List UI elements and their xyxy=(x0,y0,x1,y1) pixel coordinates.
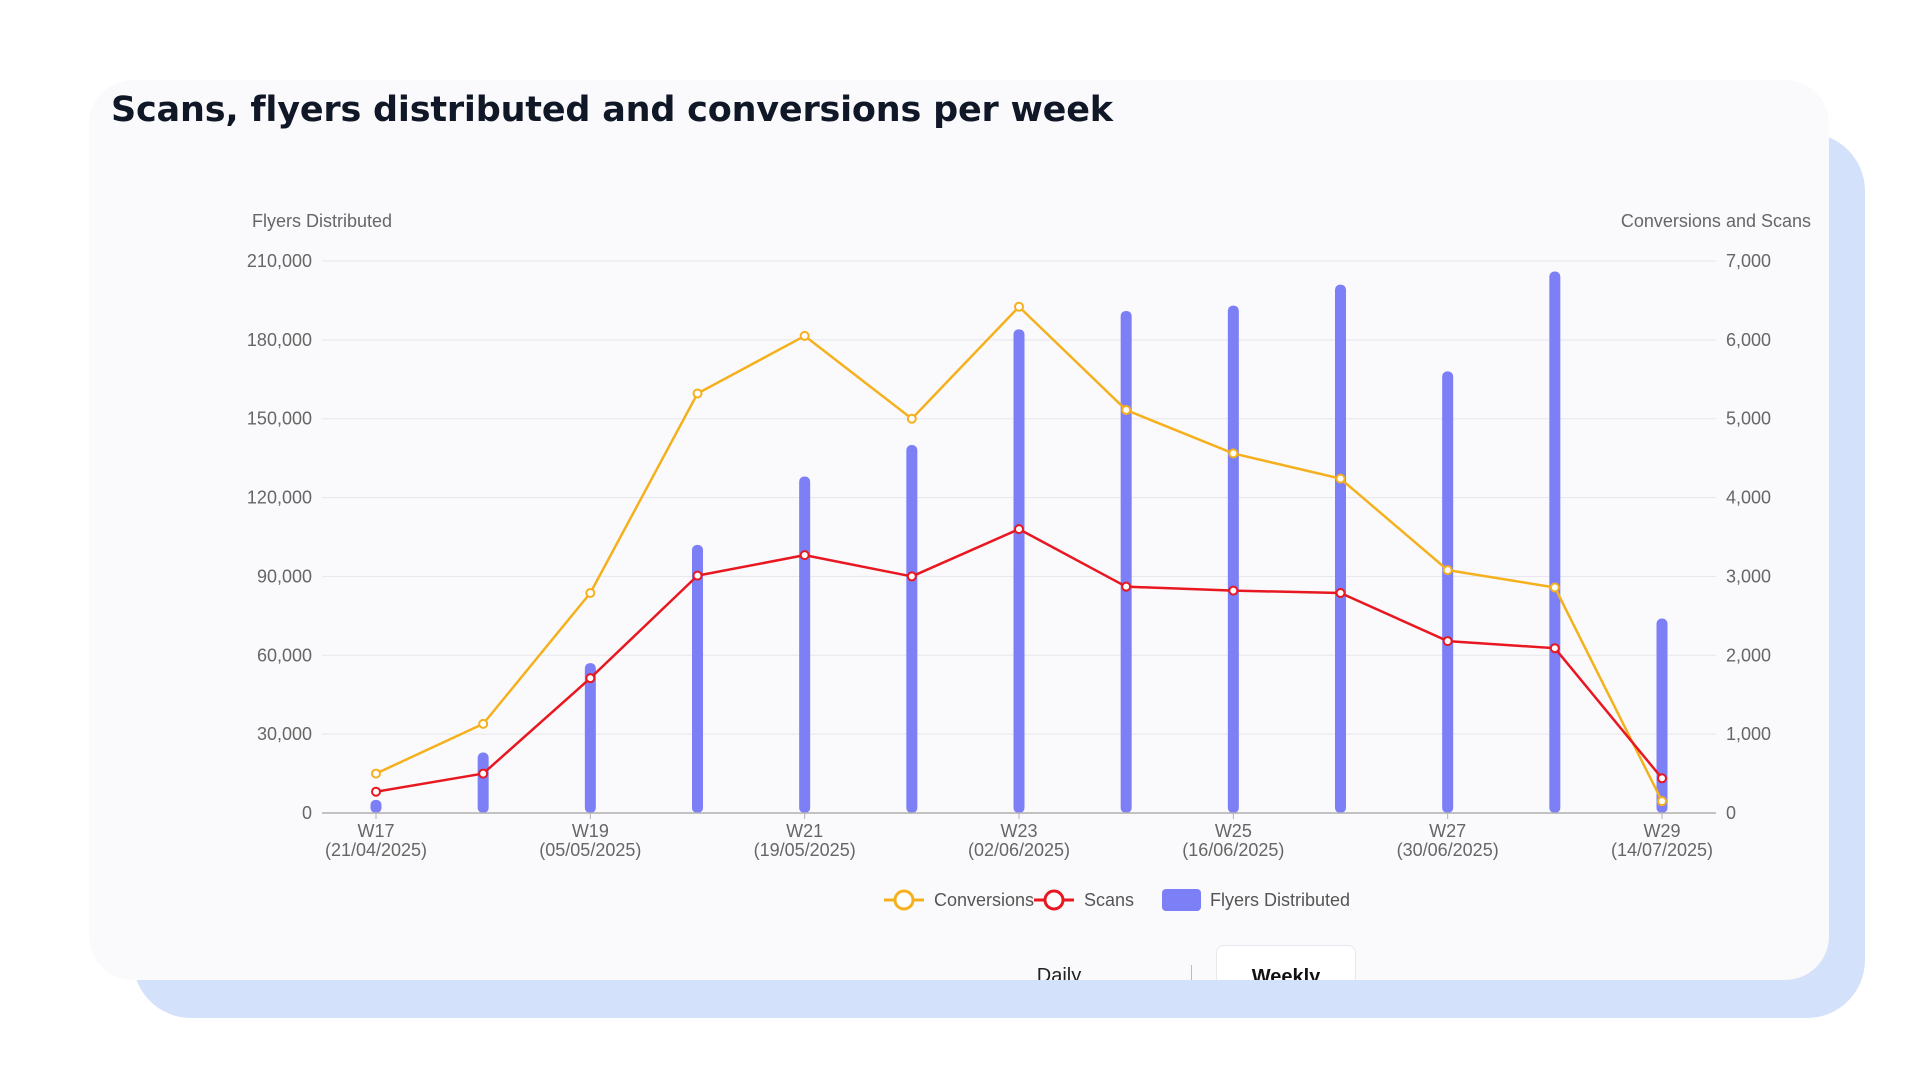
flyers-bar xyxy=(692,544,703,813)
conversions-point xyxy=(906,413,917,424)
x-tick-week: W21 xyxy=(786,821,823,841)
scans-point xyxy=(371,786,381,797)
x-tick-week: W27 xyxy=(1429,821,1466,841)
chart-card: Scans, flyers distributed and conversion… xyxy=(89,80,1829,980)
scans-point xyxy=(799,550,810,561)
scans-point xyxy=(692,570,703,581)
legend-swatch-marker xyxy=(893,889,915,911)
x-tick-date: (19/05/2025) xyxy=(754,840,856,860)
left-tick-label: 180,000 xyxy=(247,330,312,350)
scans-point xyxy=(585,673,596,684)
conversions-point xyxy=(585,587,596,598)
scans-point xyxy=(478,768,489,779)
left-tick-label: 60,000 xyxy=(257,645,312,665)
left-axis-title: Flyers Distributed xyxy=(252,211,392,231)
scans-point xyxy=(1335,587,1346,598)
legend-item-conversions: Conversions xyxy=(884,889,1034,911)
x-tick-date: (02/06/2025) xyxy=(968,840,1070,860)
flyers-bar xyxy=(477,752,489,813)
conversions-point xyxy=(1014,301,1024,312)
legend-swatch-marker xyxy=(1043,889,1065,911)
x-tick-date: (14/07/2025) xyxy=(1611,840,1713,860)
flyers-bar xyxy=(1227,305,1239,813)
scans-point xyxy=(906,571,917,582)
scans-point xyxy=(1549,643,1560,654)
right-tick-label: 2,000 xyxy=(1726,645,1771,665)
right-tick-label: 0 xyxy=(1726,803,1736,823)
left-tick-label: 0 xyxy=(302,803,312,823)
x-tick-week: W19 xyxy=(572,821,609,841)
legend: Conversions Scans Flyers Distributed xyxy=(884,889,1350,911)
flyers-bar xyxy=(906,445,918,813)
legend-label: Scans xyxy=(1084,890,1134,910)
tab-weekly[interactable]: Weekly xyxy=(1216,945,1356,980)
conversions-point xyxy=(1549,582,1560,593)
x-tick-week: W29 xyxy=(1643,821,1680,841)
x-tick-date: (30/06/2025) xyxy=(1397,840,1499,860)
scans-point xyxy=(1442,636,1453,647)
right-tick-label: 4,000 xyxy=(1726,488,1771,508)
x-tick-date: (16/06/2025) xyxy=(1182,840,1284,860)
conversions-point xyxy=(371,768,381,779)
tab-divider xyxy=(1191,965,1192,980)
conversions-point xyxy=(1442,565,1453,576)
right-tick-label: 5,000 xyxy=(1726,409,1771,429)
x-tick-date: (21/04/2025) xyxy=(325,840,427,860)
legend-item-flyers-distributed: Flyers Distributed xyxy=(1162,889,1350,911)
scans-point xyxy=(1121,581,1132,592)
left-tick-label: 150,000 xyxy=(247,409,312,429)
flyers-bar xyxy=(799,476,811,813)
x-tick-week: W25 xyxy=(1215,821,1252,841)
left-tick-label: 210,000 xyxy=(247,251,312,271)
series-lines xyxy=(371,301,1667,807)
flyers-bar xyxy=(1120,310,1132,813)
right-tick-label: 7,000 xyxy=(1726,251,1771,271)
legend-item-scans: Scans xyxy=(1034,889,1134,911)
legend-swatch-bar xyxy=(1162,889,1201,911)
left-tick-label: 90,000 xyxy=(257,566,312,586)
flyers-bar xyxy=(584,663,596,813)
flyers-bar xyxy=(1335,284,1346,813)
x-tick-date: (05/05/2025) xyxy=(539,840,641,860)
conversions-point xyxy=(1335,473,1346,484)
conversions-point xyxy=(799,330,810,341)
scans-point xyxy=(1014,524,1024,535)
legend-label: Flyers Distributed xyxy=(1210,890,1350,910)
combo-chart: 0 0 30,000 1,000 60,000 2,000 90,000 3,000 120,0… xyxy=(247,211,1811,911)
flyers-bar xyxy=(1013,329,1025,813)
conversions-point xyxy=(692,388,703,399)
granularity-tabs: Daily Weekly xyxy=(989,945,1369,980)
conversions-point xyxy=(478,718,489,729)
flyers-bars xyxy=(370,271,1668,813)
scans-point xyxy=(1228,585,1239,596)
left-tick-label: 30,000 xyxy=(257,724,312,744)
tab-daily[interactable]: Daily xyxy=(1036,965,1082,980)
scans-point xyxy=(1657,773,1667,784)
x-tick-week: W17 xyxy=(357,821,394,841)
conversions-point xyxy=(1228,448,1239,459)
flyers-bar xyxy=(1442,371,1454,813)
x-tick-week: W23 xyxy=(1000,821,1037,841)
flyers-bar xyxy=(1656,618,1668,813)
left-tick-label: 120,000 xyxy=(247,488,312,508)
conversions-point xyxy=(1657,796,1667,807)
right-tick-label: 6,000 xyxy=(1726,330,1771,350)
right-tick-label: 3,000 xyxy=(1726,566,1771,586)
legend-label: Conversions xyxy=(934,890,1034,910)
chart-title: Scans, flyers distributed and conversion… xyxy=(111,90,1113,130)
right-tick-label: 1,000 xyxy=(1726,724,1771,744)
flyers-bar xyxy=(370,799,382,813)
right-axis-title: Conversions and Scans xyxy=(1621,211,1811,231)
axes: 0 0 30,000 1,000 60,000 2,000 90,000 3,000 120,0… xyxy=(247,211,1811,860)
conversions-point xyxy=(1121,405,1132,416)
flyers-bar xyxy=(1549,271,1561,813)
